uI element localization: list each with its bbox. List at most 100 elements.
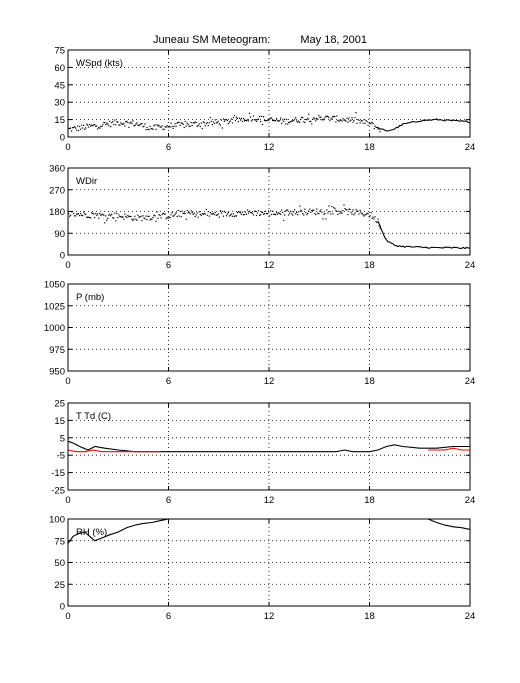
- data-point: [105, 215, 107, 217]
- data-point: [223, 120, 225, 122]
- data-point: [299, 121, 301, 123]
- data-point: [242, 214, 245, 216]
- data-point: [163, 129, 165, 131]
- data-point: [306, 119, 308, 121]
- data-point: [311, 210, 313, 212]
- data-point: [340, 211, 342, 213]
- data-point: [350, 119, 352, 121]
- data-point: [176, 215, 178, 218]
- data-point: [335, 121, 337, 123]
- data-point: [129, 122, 131, 124]
- data-point: [336, 210, 338, 212]
- data-point: [345, 209, 347, 211]
- data-point: [253, 210, 256, 212]
- data-point: [374, 125, 376, 127]
- data-point: [362, 122, 364, 124]
- data-point: [88, 126, 90, 128]
- data-point: [154, 215, 156, 217]
- data-point: [277, 120, 279, 122]
- data-point: [142, 215, 144, 217]
- data-point: [97, 213, 99, 215]
- data-point: [207, 125, 209, 127]
- data-point: [101, 214, 103, 216]
- y-tick-label: 0: [60, 602, 65, 613]
- data-point: [187, 212, 189, 214]
- data-point: [125, 215, 127, 217]
- data-point: [172, 215, 174, 217]
- data-point: [102, 124, 104, 126]
- data-point: [224, 119, 226, 121]
- data-point: [373, 218, 375, 220]
- data-point: [176, 122, 178, 124]
- data-point: [122, 123, 124, 125]
- data-point: [262, 211, 264, 214]
- data-point: [190, 210, 192, 212]
- data-point: [92, 125, 94, 127]
- data-point: [259, 115, 261, 118]
- data-point: [328, 205, 330, 207]
- data-point: [371, 121, 373, 123]
- data-point: [227, 122, 229, 125]
- data-point: [337, 213, 339, 216]
- data-point: [289, 122, 291, 124]
- data-point: [118, 214, 120, 216]
- data-point: [364, 122, 366, 124]
- data-point: [298, 211, 300, 213]
- data-point: [146, 126, 148, 129]
- y-tick-label: 75: [54, 46, 65, 57]
- data-point: [314, 118, 316, 120]
- data-point: [256, 119, 259, 121]
- data-point: [165, 126, 167, 128]
- data-point: [318, 114, 320, 117]
- y-tick-label: 100: [49, 515, 65, 526]
- panel-label-wdir: WDir: [76, 176, 97, 187]
- data-point: [166, 124, 168, 127]
- data-point: [240, 213, 243, 215]
- series-line-wspd-0: [377, 118, 471, 132]
- data-point: [85, 213, 87, 215]
- data-point: [338, 120, 340, 122]
- x-tick-label: 6: [166, 260, 171, 271]
- data-point: [351, 117, 353, 119]
- data-point: [169, 126, 171, 128]
- y-tick-label: 180: [49, 207, 65, 218]
- data-point: [140, 215, 142, 217]
- data-point: [353, 214, 355, 216]
- data-point: [166, 216, 168, 218]
- data-point: [322, 118, 324, 120]
- data-point: [295, 213, 297, 215]
- y-tick-label: -25: [51, 486, 65, 497]
- data-point: [343, 204, 345, 206]
- data-point: [342, 210, 344, 212]
- data-point: [155, 128, 157, 130]
- data-point: [327, 115, 329, 118]
- x-tick-label: 0: [65, 376, 70, 387]
- data-point: [370, 212, 372, 214]
- data-point: [287, 209, 289, 211]
- data-point: [250, 212, 253, 214]
- data-point: [268, 210, 270, 212]
- data-point: [355, 208, 357, 211]
- data-point: [148, 129, 150, 131]
- data-point: [74, 215, 76, 217]
- data-point: [231, 215, 233, 217]
- data-point: [222, 215, 224, 217]
- data-point: [78, 213, 80, 215]
- data-point: [280, 117, 282, 119]
- data-point: [112, 217, 114, 219]
- y-tick-label: 30: [54, 98, 65, 109]
- data-point: [244, 211, 247, 213]
- data-point: [171, 212, 173, 214]
- data-point: [324, 117, 326, 119]
- data-point: [188, 125, 190, 127]
- data-point: [292, 120, 294, 122]
- data-point: [68, 127, 70, 130]
- data-point: [309, 120, 311, 123]
- data-point: [174, 123, 176, 125]
- data-point: [82, 127, 84, 129]
- data-point: [334, 208, 336, 210]
- data-point: [140, 123, 142, 125]
- data-point: [234, 215, 236, 217]
- series-line-rh-1: [427, 518, 471, 530]
- data-point: [96, 214, 98, 216]
